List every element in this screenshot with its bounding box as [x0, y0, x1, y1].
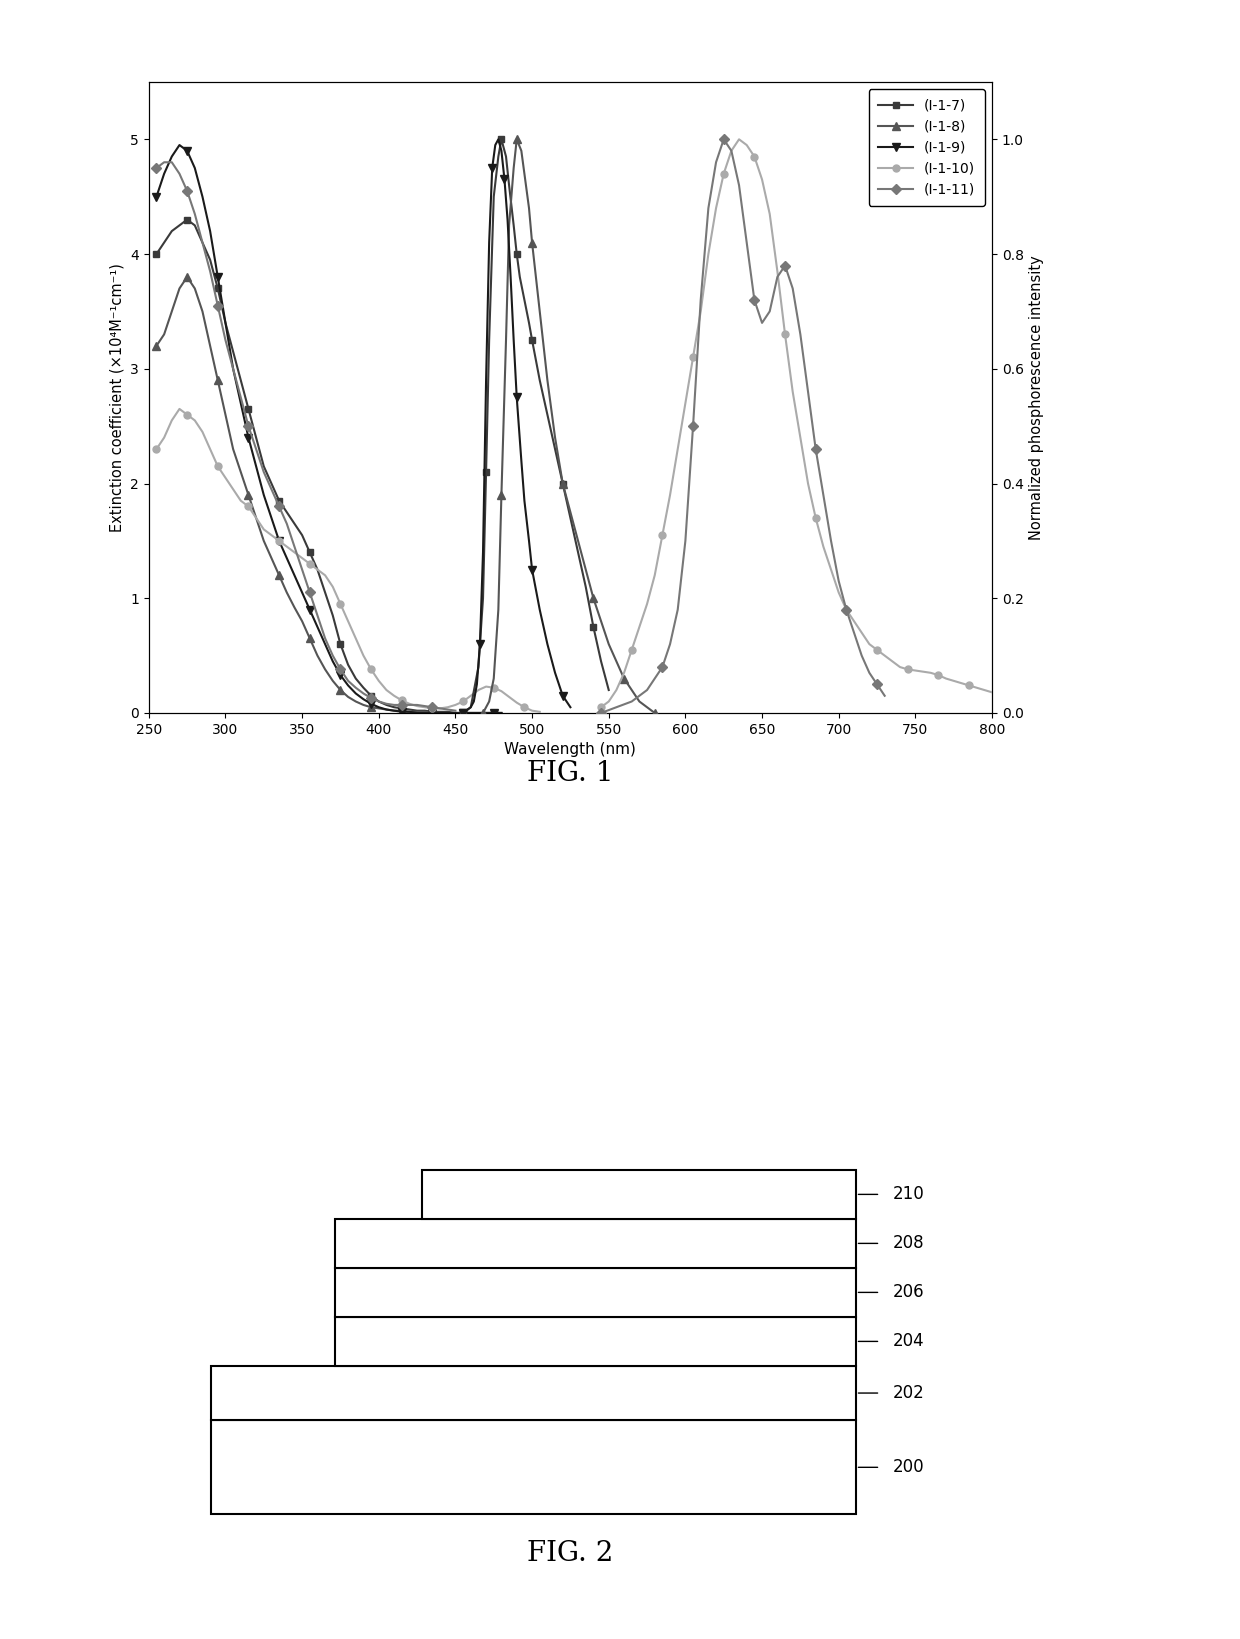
Text: 204: 204 [893, 1333, 925, 1351]
Text: 202: 202 [893, 1383, 925, 1401]
Bar [335, 1219, 856, 1269]
X-axis label: Wavelength (nm): Wavelength (nm) [505, 742, 636, 757]
Legend: (I-1-7), (I-1-8), (I-1-9), (I-1-10), (I-1-11): (I-1-7), (I-1-8), (I-1-9), (I-1-10), (I-… [868, 89, 985, 207]
Y-axis label: Extinction coefficient (×10⁴M⁻¹cm⁻¹): Extinction coefficient (×10⁴M⁻¹cm⁻¹) [109, 262, 125, 533]
Text: 200: 200 [893, 1459, 925, 1477]
Text: FIG. 1: FIG. 1 [527, 760, 614, 787]
Text: 210: 210 [893, 1185, 925, 1203]
Text: FIG. 2: FIG. 2 [527, 1541, 614, 1567]
Bar [211, 1419, 856, 1514]
Text: 206: 206 [893, 1283, 925, 1301]
Bar [211, 1365, 856, 1419]
Y-axis label: Normalized phosphorescence intensity: Normalized phosphorescence intensity [1029, 256, 1044, 539]
Bar [335, 1316, 856, 1365]
Bar [422, 1170, 856, 1219]
Text: 208: 208 [893, 1234, 925, 1252]
Bar [335, 1269, 856, 1316]
